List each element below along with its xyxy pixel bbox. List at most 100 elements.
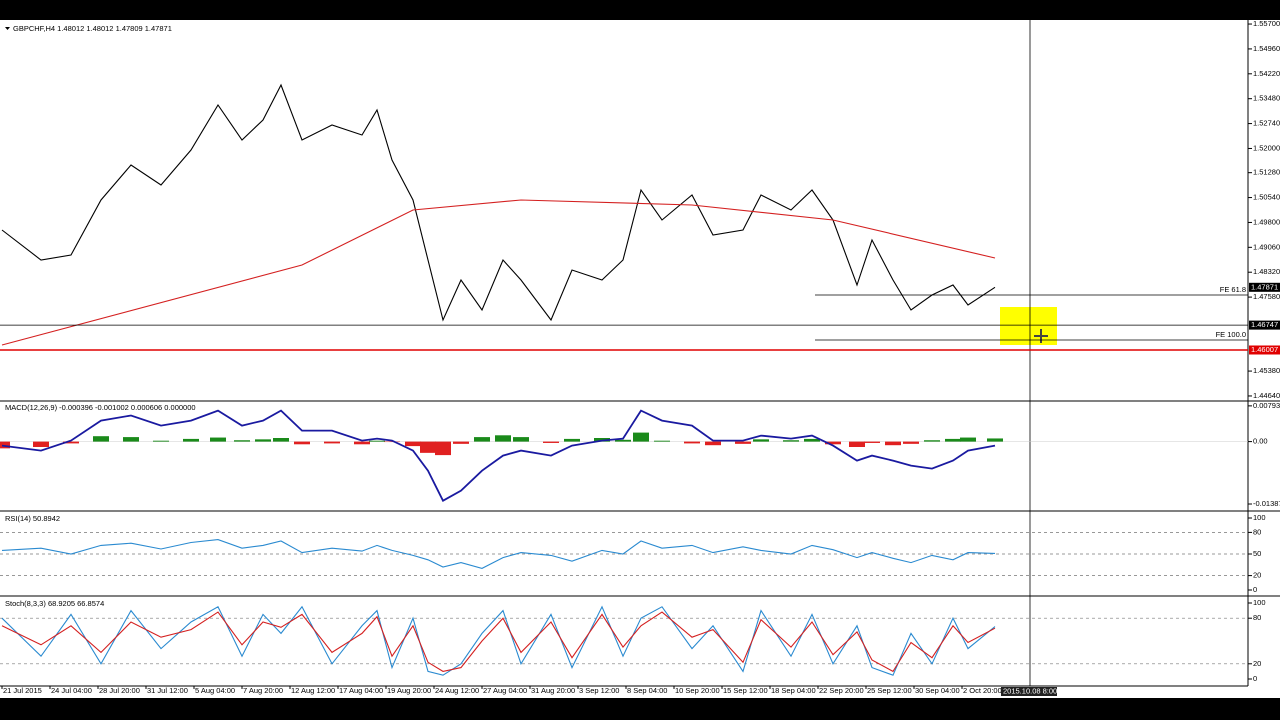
histogram-bar [633, 432, 649, 442]
y-tick-label: 80 [1253, 613, 1261, 622]
panel-title: GBPCHF,H4 1.48012 1.48012 1.47809 1.4787… [13, 24, 172, 33]
histogram-bar [495, 435, 511, 442]
y-tick-label: 20 [1253, 571, 1261, 580]
x-tick-label: 18 Sep 04:00 [771, 686, 816, 695]
x-tick-label: 24 Jul 04:00 [51, 686, 92, 695]
y-tick-label: 1.47580 [1253, 292, 1280, 301]
y-tick-label: 100 [1253, 598, 1266, 607]
y-tick-label: -0.013870 [1253, 499, 1280, 508]
x-tick-label: 24 Aug 12:00 [435, 686, 479, 695]
x-tick-label: 31 Aug 20:00 [531, 686, 575, 695]
histogram-bar [825, 441, 841, 445]
series-line [1, 539, 996, 569]
histogram-bar [903, 441, 919, 444]
x-tick-label: 22 Sep 20:00 [819, 686, 864, 695]
y-tick-label: 1.54960 [1253, 44, 1280, 53]
y-tick-label: 100 [1253, 513, 1266, 522]
y-tick-label: 1.55700 [1253, 19, 1280, 28]
y-tick-label: 0.00 [1253, 437, 1268, 446]
histogram-bar [0, 441, 10, 449]
highlight-box [1000, 307, 1057, 345]
histogram-bar [63, 441, 79, 444]
y-tick-label: 0.007939 [1253, 401, 1280, 410]
price-tag-label: 1.46747 [1251, 320, 1278, 329]
x-tick-label: 21 Jul 2015 [3, 686, 42, 695]
histogram-bar [324, 441, 340, 444]
x-tick-label: 2 Oct 20:00 [963, 686, 1002, 695]
histogram-bar [183, 438, 199, 442]
x-tick-label: 17 Aug 04:00 [339, 686, 383, 695]
x-tick-label: 12 Aug 12:00 [291, 686, 335, 695]
histogram-bar [960, 437, 976, 442]
histogram-bar [255, 439, 271, 442]
histogram-bar [294, 441, 310, 445]
histogram-bar [543, 441, 559, 443]
fib-label: FE 100.0 [1216, 330, 1246, 339]
series-line [1, 199, 996, 346]
x-tick-label: 5 Aug 04:00 [195, 686, 235, 695]
y-tick-label: 1.50540 [1253, 193, 1280, 202]
y-tick-label: 1.48320 [1253, 267, 1280, 276]
x-tick-label: 25 Sep 12:00 [867, 686, 912, 695]
chart-window [0, 20, 1280, 698]
histogram-bar [234, 440, 250, 442]
x-tick-label: 7 Aug 20:00 [243, 686, 283, 695]
fib-label: FE 61.8 [1220, 285, 1246, 294]
y-tick-label: 50 [1253, 549, 1261, 558]
y-tick-label: 1.45380 [1253, 366, 1280, 375]
histogram-bar [804, 438, 820, 442]
histogram-bar [924, 440, 940, 442]
cursor-icon [1034, 329, 1048, 343]
x-tick-label: 8 Sep 04:00 [627, 686, 667, 695]
y-tick-label: 1.49060 [1253, 242, 1280, 251]
x-tick-label: 27 Aug 04:00 [483, 686, 527, 695]
histogram-bar [33, 441, 49, 447]
menu-arrow[interactable] [5, 27, 10, 30]
y-tick-label: 1.51280 [1253, 168, 1280, 177]
x-tick-label: 30 Sep 04:00 [915, 686, 960, 695]
histogram-bar [864, 441, 880, 443]
price-tag-label: 1.47871 [1251, 282, 1278, 291]
histogram-bar [513, 437, 529, 442]
y-tick-label: 20 [1253, 659, 1261, 668]
histogram-bar [885, 441, 901, 446]
histogram-bar [123, 437, 139, 442]
price-tag-label: 1.46007 [1251, 345, 1278, 354]
series-line [1, 83, 996, 322]
y-tick-label: 1.44640 [1253, 391, 1280, 400]
histogram-bar [705, 441, 721, 446]
x-tick-label: 3 Sep 12:00 [579, 686, 619, 695]
histogram-bar [564, 438, 580, 442]
histogram-bar [474, 437, 490, 442]
x-tick-label: 28 Jul 20:00 [99, 686, 140, 695]
histogram-bar [987, 438, 1003, 442]
histogram-bar [753, 439, 769, 442]
histogram-bar [783, 440, 799, 442]
histogram-bar [654, 440, 670, 442]
histogram-bar [453, 441, 469, 444]
y-tick-label: 1.52000 [1253, 143, 1280, 152]
price-tag [1249, 282, 1280, 292]
histogram-bar [945, 438, 961, 442]
y-tick-label: 0 [1253, 674, 1257, 683]
histogram-bar [153, 440, 169, 442]
x-tick-label: 15 Sep 12:00 [723, 686, 768, 695]
histogram-bar [210, 437, 226, 442]
x-tick-label: 10 Sep 20:00 [675, 686, 720, 695]
histogram-bar [93, 436, 109, 442]
series-line [1, 605, 996, 676]
panel-title: RSI(14) 50.8942 [5, 514, 60, 523]
series-line [1, 611, 996, 673]
histogram-bar [849, 441, 865, 447]
histogram-bar [273, 438, 289, 442]
y-tick-label: 80 [1253, 527, 1261, 536]
panel-title: Stoch(8,3,3) 68.9205 66.8574 [5, 599, 104, 608]
histogram-bar [369, 440, 385, 442]
x-tick-label: 31 Jul 12:00 [147, 686, 188, 695]
y-tick-label: 0 [1253, 585, 1257, 594]
histogram-bar [684, 441, 700, 444]
y-tick-label: 1.49800 [1253, 217, 1280, 226]
y-tick-label: 1.54220 [1253, 69, 1280, 78]
